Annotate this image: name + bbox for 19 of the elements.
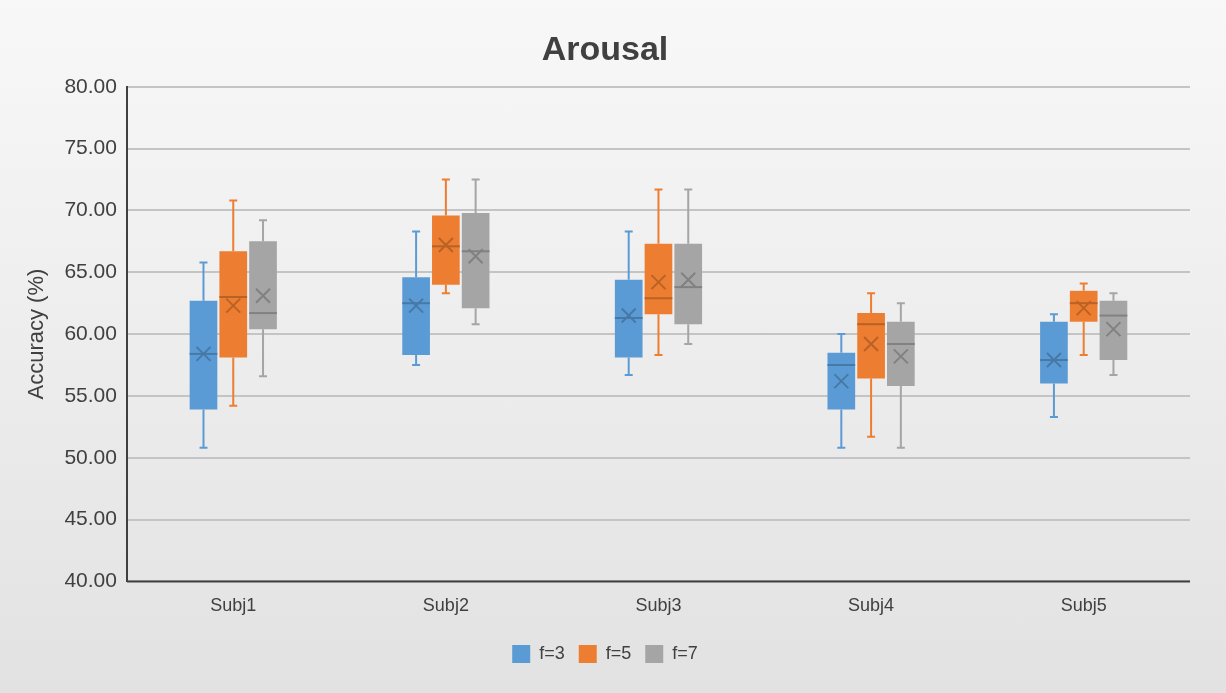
y-tick-label: 75.00	[64, 135, 117, 159]
x-tick-label: Subj2	[422, 595, 469, 616]
y-tick-label: 45.00	[64, 506, 117, 530]
x-tick-label: Subj3	[635, 595, 682, 616]
y-tick-label: 50.00	[64, 444, 117, 468]
legend-label: f=5	[605, 642, 632, 663]
legend-label: f=3	[539, 642, 565, 663]
x-tick-label: Subj4	[848, 595, 895, 616]
legend-label: f=7	[672, 642, 698, 663]
y-tick-label: 55.00	[64, 382, 117, 406]
y-tick-label: 80.00	[64, 73, 117, 97]
chart-title: Arousal	[541, 28, 669, 67]
y-tick-label: 65.00	[64, 259, 117, 283]
x-tick-label: Subj1	[210, 595, 257, 616]
y-axis-title: Accuracy (%)	[23, 268, 49, 400]
y-tick-label: 60.00	[64, 320, 117, 344]
y-tick-label: 70.00	[64, 197, 117, 221]
y-tick-label: 40.00	[64, 568, 117, 592]
x-tick-label: Subj5	[1060, 595, 1107, 616]
